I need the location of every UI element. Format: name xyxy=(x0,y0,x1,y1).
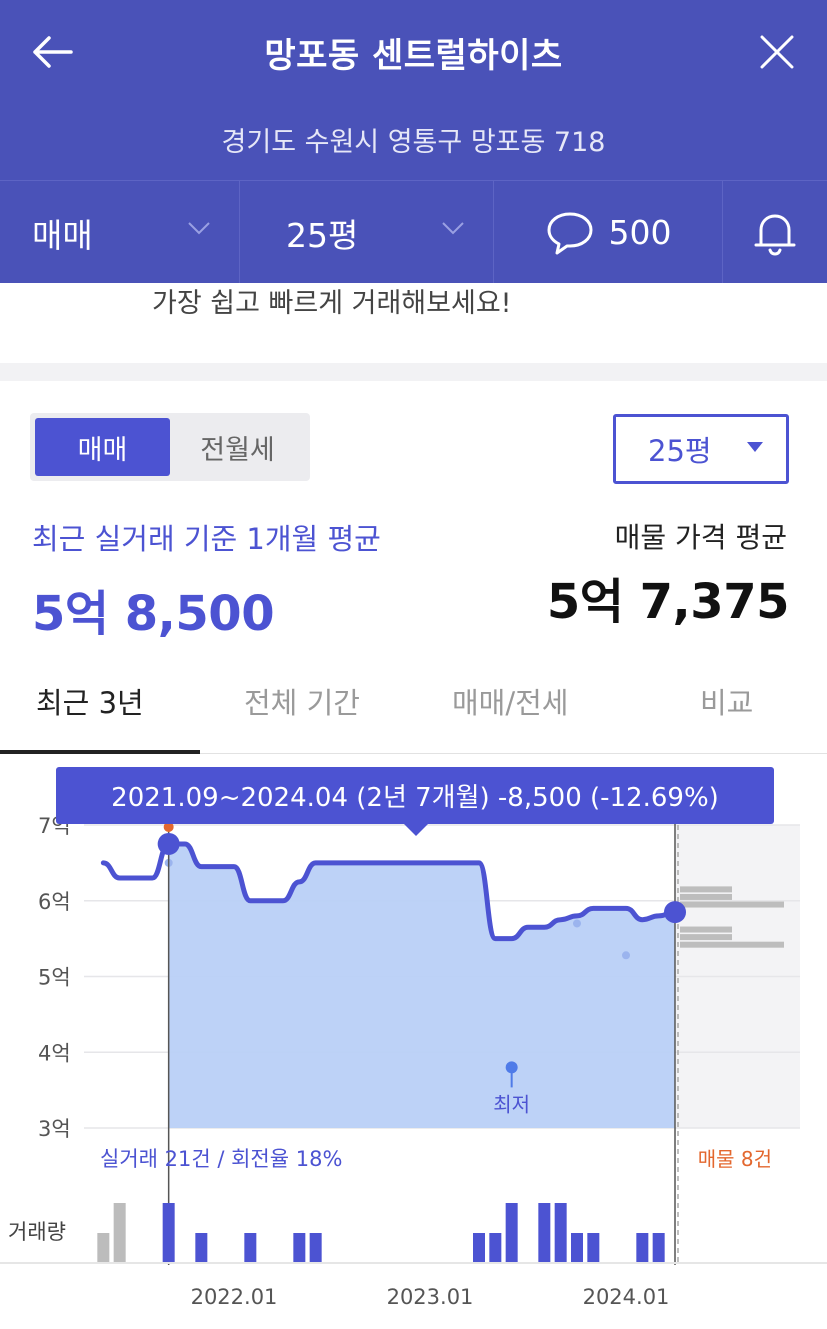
volume-bar xyxy=(473,1233,485,1263)
volume-label: 거래량 xyxy=(8,1220,66,1244)
x-tick-label: 2023.01 xyxy=(387,1285,474,1309)
low-marker-dot xyxy=(505,1061,518,1074)
close-button[interactable] xyxy=(753,28,801,76)
active-tab-indicator xyxy=(0,750,200,754)
listing-bar xyxy=(680,901,784,908)
arrow-left-icon xyxy=(33,36,73,68)
recent-trade-label: 최근 실거래 기준 1개월 평균 xyxy=(32,522,381,556)
caret-down-icon xyxy=(747,442,763,452)
range-end-point xyxy=(664,901,686,924)
y-tick-label: 5억 xyxy=(38,966,71,990)
listing-summary: 매물 8건 xyxy=(698,1147,772,1171)
tab-all-period[interactable]: 전체 기간 xyxy=(244,686,360,720)
volume-bar xyxy=(293,1233,306,1263)
address-text: 경기도 수원시 영통구 망포동 718 xyxy=(221,127,606,158)
listing-avg-price: 5억 7,375 xyxy=(546,574,790,630)
x-tick-label: 2022.01 xyxy=(191,1285,278,1309)
toggle-sale[interactable]: 매매 xyxy=(35,418,170,476)
volume-bar xyxy=(195,1233,208,1263)
size-select[interactable]: 25평 xyxy=(613,414,789,484)
listing-bar xyxy=(680,941,784,948)
back-button[interactable] xyxy=(26,28,78,76)
tooltip-arrow xyxy=(402,822,430,836)
listing-avg-label: 매물 가격 평균 xyxy=(614,521,787,554)
volume-bar xyxy=(113,1203,126,1263)
x-tick-label: 2024.01 xyxy=(583,1285,670,1309)
volume-bar xyxy=(489,1233,502,1263)
volume-bar xyxy=(97,1233,110,1263)
deal-type-dropdown[interactable]: 매매 xyxy=(0,181,240,284)
close-icon xyxy=(760,35,794,69)
listing-bar xyxy=(680,893,732,900)
toggle-rent[interactable]: 전월세 xyxy=(200,434,275,466)
listing-bar xyxy=(680,886,732,893)
y-tick-label: 4억 xyxy=(38,1041,71,1065)
volume-bar xyxy=(162,1203,175,1263)
tab-compare[interactable]: 비교 xyxy=(700,686,754,720)
size-select-value: 25평 xyxy=(648,434,712,468)
notification-button[interactable] xyxy=(723,181,827,284)
low-marker-label: 최저 xyxy=(493,1092,530,1116)
volume-bar xyxy=(309,1233,322,1263)
app-header: 망포동 센트럴하이츠 경기도 수원시 영통구 망포동 718 매매 25평 50… xyxy=(0,0,827,284)
chevron-down-icon xyxy=(188,222,210,235)
listing-bar xyxy=(680,934,732,941)
volume-bar xyxy=(587,1233,600,1263)
deal-type-value: 매매 xyxy=(32,215,93,255)
section-divider xyxy=(0,363,827,381)
deal-type-toggle: 매매 전월세 xyxy=(30,413,310,481)
volume-bar xyxy=(652,1233,665,1263)
filter-bar: 매매 25평 500 xyxy=(0,180,827,284)
volume-bar xyxy=(244,1233,257,1263)
price-line xyxy=(100,841,678,942)
y-tick-label: 3억 xyxy=(38,1117,71,1141)
recent-trade-price: 5억 8,500 xyxy=(32,586,275,642)
period-tabs: 최근 3년 전체 기간 매매/전세 비교 xyxy=(0,660,827,754)
range-tooltip: 2021.09~2024.04 (2년 7개월) -8,500 (-12.69%… xyxy=(56,767,774,824)
banner-text: 가장 쉽고 빠르게 거래해보세요! xyxy=(152,288,512,319)
volume-bar xyxy=(554,1203,567,1263)
trade-point xyxy=(573,919,581,928)
page-title: 망포동 센트럴하이츠 xyxy=(264,36,563,76)
y-tick-label: 6억 xyxy=(38,890,71,914)
range-tooltip-text: 2021.09~2024.04 (2년 7개월) -8,500 (-12.69%… xyxy=(111,783,719,813)
listing-bar xyxy=(680,926,732,933)
selected-range-area xyxy=(168,843,675,1128)
volume-bar xyxy=(505,1203,518,1263)
comment-count: 500 xyxy=(608,213,672,252)
promo-banner: 가장 쉽고 빠르게 거래해보세요! xyxy=(0,283,827,363)
bottom-divider xyxy=(0,1262,827,1264)
volume-bar xyxy=(636,1233,649,1263)
speech-bubble-icon xyxy=(547,212,592,254)
comments-button[interactable]: 500 xyxy=(494,181,723,284)
volume-bar xyxy=(538,1203,551,1263)
volume-bar xyxy=(571,1233,583,1263)
trade-point xyxy=(622,951,630,960)
trade-summary: 실거래 21건 / 회전율 18% xyxy=(100,1147,342,1171)
size-value: 25평 xyxy=(286,215,359,255)
chevron-down-icon xyxy=(442,222,464,235)
range-start-point xyxy=(157,832,180,855)
tab-recent-3y[interactable]: 최근 3년 xyxy=(36,686,144,720)
tab-sale-jeonse[interactable]: 매매/전세 xyxy=(452,686,569,720)
size-dropdown[interactable]: 25평 xyxy=(240,181,494,284)
bell-icon xyxy=(754,213,796,256)
start-high-dot xyxy=(163,821,174,832)
